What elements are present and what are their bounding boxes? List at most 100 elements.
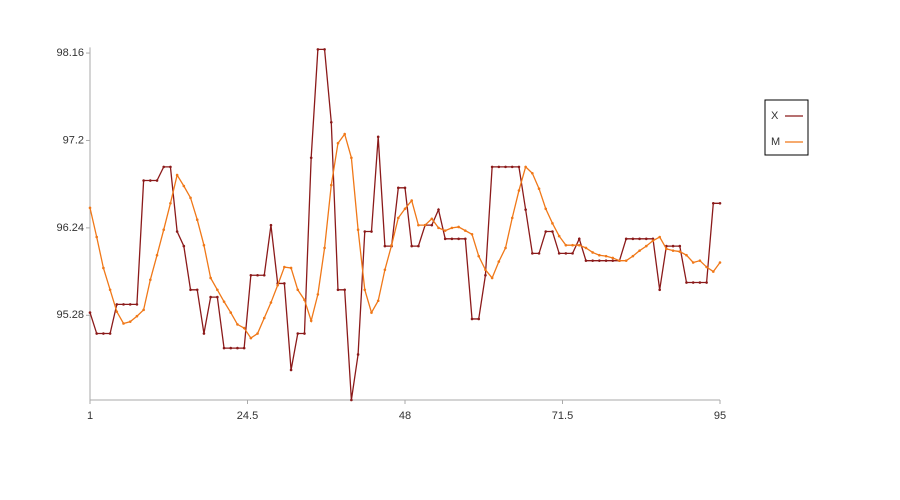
data-point — [477, 254, 481, 258]
data-point — [256, 273, 259, 277]
data-point — [323, 48, 326, 51]
data-point — [363, 288, 367, 292]
data-point — [303, 332, 306, 335]
data-point — [249, 336, 253, 340]
data-point — [604, 254, 608, 258]
data-point — [376, 299, 380, 303]
data-point — [685, 253, 688, 257]
data-point — [135, 303, 139, 306]
data-point — [618, 259, 621, 262]
data-point — [403, 186, 407, 190]
data-point — [350, 156, 353, 160]
data-point — [115, 303, 119, 306]
data-point — [631, 254, 635, 258]
data-point — [718, 201, 722, 205]
data-point — [443, 229, 447, 232]
data-point — [209, 295, 212, 299]
data-point — [276, 283, 279, 287]
data-point — [611, 256, 615, 260]
data-point — [289, 266, 293, 270]
data-point — [216, 288, 219, 292]
legend-box — [764, 99, 809, 156]
data-point — [396, 216, 400, 220]
data-point — [410, 199, 414, 202]
data-point — [202, 332, 206, 335]
data-point — [283, 282, 286, 285]
y-tick-label: 96.24 — [56, 222, 84, 234]
y-tick-label: 95.28 — [56, 309, 84, 321]
data-point — [417, 223, 420, 227]
data-point — [638, 249, 641, 252]
data-point — [262, 273, 266, 277]
data-point — [309, 319, 313, 323]
data-point — [88, 206, 92, 210]
data-point — [644, 244, 648, 248]
data-point — [584, 259, 588, 262]
data-point — [624, 259, 628, 262]
data-point — [705, 281, 708, 284]
data-point — [678, 250, 682, 253]
data-point — [303, 298, 306, 302]
data-point — [222, 300, 226, 303]
data-point — [691, 281, 695, 284]
data-point — [142, 308, 145, 312]
data-point — [711, 270, 715, 273]
data-point — [531, 252, 534, 255]
data-point — [417, 244, 420, 248]
data-point — [698, 259, 702, 262]
data-point — [718, 261, 722, 264]
data-point — [262, 316, 266, 320]
data-point — [598, 259, 601, 262]
x-tick-label: 24.5 — [237, 410, 258, 422]
data-point — [450, 226, 454, 230]
data-point — [551, 230, 554, 233]
data-point — [142, 179, 145, 182]
data-point — [236, 346, 239, 350]
data-point — [283, 265, 286, 269]
data-point — [598, 253, 601, 257]
data-point — [149, 179, 152, 182]
data-point — [155, 179, 159, 182]
data-point — [88, 311, 92, 314]
data-point — [651, 237, 655, 241]
data-point — [289, 368, 293, 372]
data-point — [242, 346, 246, 350]
data-point — [370, 311, 373, 314]
data-point — [678, 244, 682, 248]
data-point — [430, 217, 434, 221]
data-point — [450, 237, 454, 241]
x-tick-label: 48 — [399, 410, 411, 422]
data-point — [336, 141, 340, 145]
data-point — [557, 252, 561, 255]
data-point — [229, 311, 233, 314]
data-point — [350, 398, 353, 402]
data-point — [323, 246, 326, 250]
data-point — [571, 243, 574, 247]
data-point — [343, 288, 346, 292]
y-tick-label: 97.2 — [63, 134, 84, 146]
data-point — [222, 346, 226, 350]
data-point — [128, 303, 132, 306]
data-point — [537, 252, 541, 255]
data-point — [604, 259, 608, 262]
data-point — [108, 332, 112, 335]
data-point — [329, 183, 333, 187]
data-point — [149, 278, 152, 282]
data-point — [242, 326, 246, 330]
data-point — [504, 246, 507, 250]
data-point — [336, 288, 340, 292]
data-point — [236, 323, 239, 326]
data-point — [551, 222, 554, 225]
data-point — [497, 260, 501, 263]
data-point — [383, 268, 387, 272]
data-point — [531, 171, 534, 175]
data-point — [162, 165, 166, 169]
data-point — [437, 208, 440, 211]
data-point — [95, 332, 99, 335]
data-point — [390, 243, 393, 247]
data-point — [711, 201, 715, 205]
data-point — [356, 353, 360, 356]
data-point — [269, 223, 273, 227]
data-point — [564, 243, 568, 247]
